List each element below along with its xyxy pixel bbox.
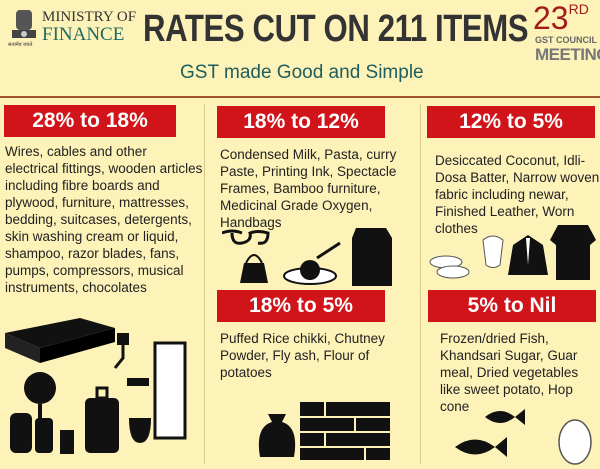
- national-emblem-icon: [8, 8, 40, 40]
- sack-bricks-icon: [255, 392, 405, 462]
- meeting-number-suffix: RD: [568, 1, 589, 17]
- items-5-nil: Frozen/dried Fish, Khandsari Sugar, Guar…: [440, 331, 579, 414]
- rate-badge-12-5: 12% to 5%: [427, 106, 595, 138]
- page-title: RATES CUT ON 211 ITEMS: [143, 8, 529, 50]
- rate-badge-18-12: 18% to 12%: [217, 106, 385, 138]
- household-items-icon: [5, 318, 200, 463]
- page-subtitle: GST made Good and Simple: [180, 62, 424, 83]
- column-divider: [204, 104, 205, 464]
- meeting-number: 23RD: [533, 2, 589, 34]
- meeting-number-value: 23: [533, 0, 569, 36]
- items-12-5: Desiccated Coconut, Idli-Dosa Batter, Na…: [435, 153, 600, 236]
- column-divider: [420, 104, 421, 464]
- coconut-leather-clothes-icon: [428, 220, 600, 280]
- items-18-5: Puffed Rice chikki, Chutney Powder, Fly …: [220, 331, 385, 380]
- ministry-line1: MINISTRY OF: [42, 9, 137, 25]
- meeting-line1: GST COUNCIL: [535, 35, 597, 45]
- header-divider: [0, 96, 600, 98]
- fish-potato-icon: [440, 402, 598, 467]
- items-18-12: Condensed Milk, Pasta, curry Paste, Prin…: [220, 147, 397, 230]
- spectacles-handbag-pasta-milk-icon: [222, 228, 402, 286]
- emblem-caption: सत्यमेव जयते: [8, 42, 33, 48]
- rate-badge-18-5: 18% to 5%: [217, 290, 385, 322]
- items-28-18: Wires, cables and other electrical fitti…: [5, 144, 203, 295]
- meeting-line2: MEETING: [535, 45, 600, 64]
- ministry-logo: MINISTRY OF FINANCE: [42, 9, 137, 45]
- rate-badge-28-18: 28% to 18%: [4, 105, 176, 137]
- rate-badge-5-nil: 5% to Nil: [428, 290, 596, 322]
- ministry-line2: FINANCE: [42, 24, 125, 45]
